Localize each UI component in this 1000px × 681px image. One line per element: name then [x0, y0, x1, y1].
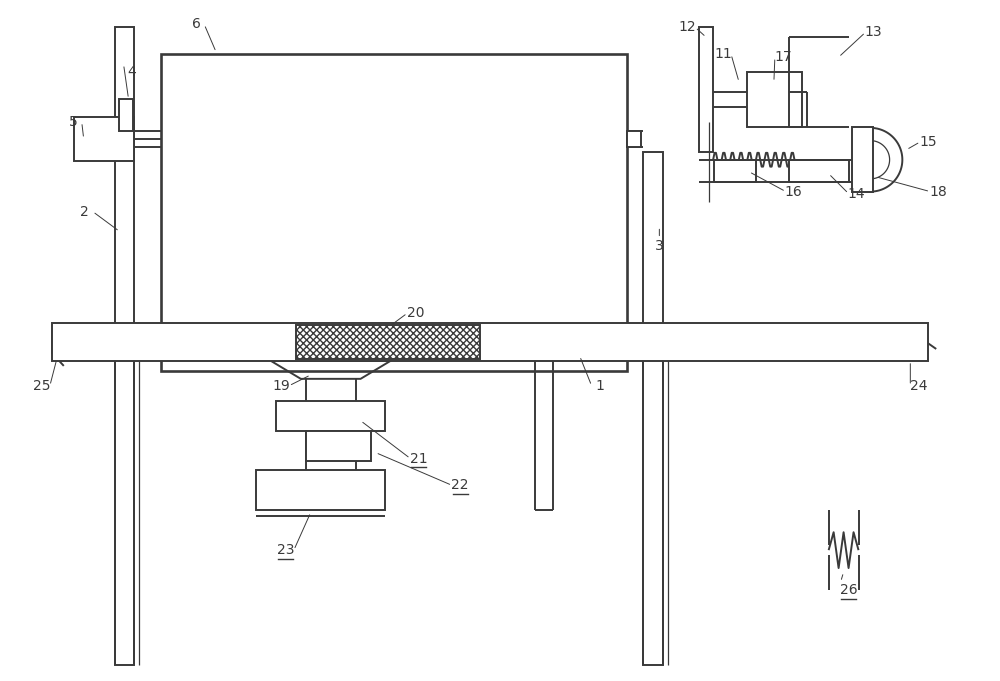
- Text: 22: 22: [451, 479, 469, 492]
- Bar: [52, 323, 928, 361]
- Bar: [119, 99, 133, 131]
- Bar: [175, 68, 614, 357]
- Bar: [714, 160, 756, 182]
- Bar: [296, 325, 480, 359]
- Text: 11: 11: [714, 47, 732, 61]
- Bar: [896, 331, 926, 353]
- Text: 18: 18: [929, 185, 947, 199]
- Bar: [789, 160, 849, 182]
- Text: 26: 26: [840, 583, 857, 597]
- Bar: [699, 27, 713, 152]
- Bar: [747, 72, 802, 127]
- Text: 24: 24: [910, 379, 927, 393]
- Text: 21: 21: [410, 452, 427, 466]
- Text: 17: 17: [774, 50, 792, 64]
- Bar: [627, 131, 641, 147]
- Bar: [276, 400, 385, 430]
- Text: 13: 13: [865, 25, 882, 39]
- Bar: [256, 471, 385, 510]
- Bar: [161, 54, 627, 371]
- Text: 4: 4: [127, 65, 136, 79]
- Text: 16: 16: [785, 185, 803, 199]
- Text: 6: 6: [192, 17, 201, 31]
- Text: 25: 25: [33, 379, 51, 393]
- Bar: [52, 331, 87, 353]
- Text: 2: 2: [80, 204, 89, 219]
- Bar: [115, 27, 134, 665]
- Text: 5: 5: [69, 115, 78, 129]
- Bar: [74, 117, 134, 161]
- Text: 1: 1: [595, 379, 604, 393]
- Text: 20: 20: [407, 306, 424, 320]
- Text: 15: 15: [919, 135, 937, 149]
- Text: 14: 14: [848, 187, 865, 201]
- Bar: [306, 430, 371, 460]
- Text: 23: 23: [277, 543, 295, 557]
- Bar: [643, 152, 663, 665]
- Text: 19: 19: [272, 379, 290, 393]
- Text: 3: 3: [655, 240, 664, 253]
- Text: 12: 12: [678, 20, 696, 34]
- Bar: [852, 127, 873, 191]
